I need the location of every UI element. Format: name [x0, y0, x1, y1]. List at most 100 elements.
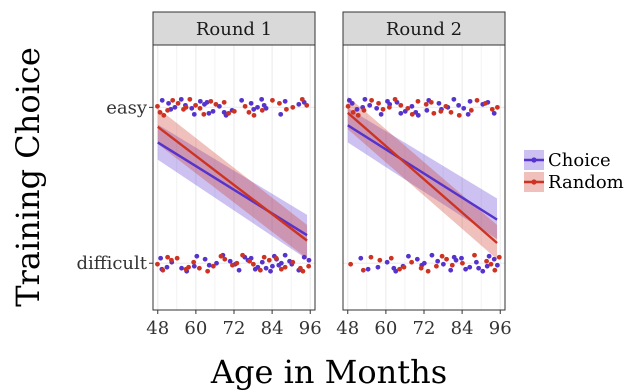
- data-point-choice: [210, 108, 216, 114]
- data-point-choice: [436, 100, 442, 106]
- y-axis: easy difficult: [77, 97, 153, 274]
- data-point-random: [350, 109, 356, 115]
- data-point-random: [282, 264, 288, 270]
- data-point-choice: [494, 262, 500, 268]
- fit-line-random: [157, 125, 308, 242]
- data-point-choice: [474, 259, 479, 265]
- data-point-choice: [263, 105, 269, 111]
- data-point-random: [423, 101, 429, 107]
- x-tick-label: 60: [184, 318, 207, 339]
- data-point-choice: [178, 96, 184, 102]
- data-point-random: [213, 101, 219, 107]
- data-point-choice: [440, 261, 446, 267]
- data-point-choice: [398, 110, 404, 116]
- data-point-choice: [179, 265, 184, 271]
- data-point-random: [230, 262, 235, 268]
- data-point-choice: [461, 105, 467, 111]
- data-point-choice: [306, 257, 312, 263]
- data-point-choice: [189, 105, 195, 111]
- data-point-choice: [374, 105, 380, 111]
- data-point-choice: [172, 104, 178, 110]
- y-tick-label: difficult: [77, 253, 148, 274]
- data-point-random: [183, 104, 189, 110]
- data-point-choice: [270, 263, 275, 269]
- data-point-random: [368, 254, 374, 260]
- data-point-choice: [354, 106, 360, 112]
- data-point-random: [261, 254, 267, 260]
- data-point-random: [205, 268, 211, 274]
- data-point-choice: [467, 264, 473, 270]
- data-point-random: [250, 261, 256, 267]
- x-tick-label: 72: [413, 318, 436, 339]
- data-point-choice: [421, 260, 427, 266]
- data-point-random: [388, 255, 394, 261]
- data-point-random: [438, 108, 444, 114]
- data-point-random: [428, 99, 434, 105]
- data-point-choice: [255, 104, 260, 110]
- data-point-choice: [263, 265, 269, 271]
- data-point-choice: [204, 99, 210, 105]
- data-point-random: [306, 263, 312, 269]
- data-point-random: [197, 105, 203, 111]
- confidence-band-choice: [157, 124, 308, 260]
- data-point-random: [348, 261, 354, 267]
- data-point-choice: [194, 253, 200, 259]
- legend-label-random: Random: [548, 172, 624, 193]
- data-point-choice: [282, 98, 288, 104]
- data-point-choice: [206, 110, 212, 116]
- data-point-random: [210, 263, 216, 269]
- data-point-random: [266, 257, 272, 263]
- data-point-random: [257, 267, 263, 273]
- data-point-random: [345, 103, 351, 109]
- data-point-choice: [467, 98, 473, 104]
- data-point-random: [398, 102, 404, 108]
- data-point-random: [242, 103, 248, 109]
- data-point-choice: [459, 255, 464, 261]
- data-point-random: [155, 261, 160, 267]
- data-point-random: [222, 256, 228, 262]
- data-point-random: [174, 255, 180, 261]
- data-point-choice: [216, 103, 222, 109]
- data-point-random: [361, 107, 367, 113]
- data-point-random: [484, 258, 489, 264]
- data-point-random: [443, 103, 449, 109]
- data-point-random: [355, 112, 361, 118]
- fit-line-choice: [347, 124, 498, 221]
- data-point-random: [277, 100, 282, 106]
- data-point-random: [369, 97, 374, 103]
- panels: Round 1 48 60 72 84 96 Round 2 48 60 72 84 96: [146, 11, 512, 339]
- data-point-choice: [191, 111, 197, 117]
- data-point-choice: [480, 268, 486, 274]
- data-point-random: [433, 263, 439, 269]
- data-point-random: [377, 257, 383, 263]
- data-point-choice: [451, 96, 457, 102]
- data-point-choice: [158, 255, 164, 261]
- data-point-choice: [435, 258, 441, 264]
- data-point-random: [409, 259, 415, 265]
- data-point-random: [218, 253, 224, 259]
- fit-line-random: [346, 111, 498, 244]
- data-point-random: [161, 112, 167, 118]
- data-point-random: [380, 106, 386, 112]
- data-point-random: [300, 268, 306, 274]
- legend-key-point-choice: [531, 157, 537, 163]
- data-point-choice: [239, 97, 245, 103]
- data-point-random: [246, 109, 252, 115]
- data-point-random: [488, 261, 494, 267]
- data-point-choice: [236, 267, 242, 273]
- x-tick-label: 48: [146, 318, 169, 339]
- data-point-choice: [166, 100, 171, 106]
- data-point-choice: [406, 253, 411, 259]
- data-point-random: [431, 110, 437, 116]
- data-point-choice: [429, 252, 435, 258]
- data-point-random: [489, 106, 495, 112]
- data-point-random: [456, 112, 462, 118]
- data-point-random: [221, 99, 227, 105]
- data-point-choice: [248, 100, 254, 106]
- data-point-random: [474, 97, 480, 103]
- data-point-random: [193, 102, 198, 108]
- data-point-random: [251, 112, 257, 118]
- data-point-choice: [346, 97, 352, 103]
- data-point-random: [448, 109, 454, 115]
- legend-label-choice: Choice: [548, 150, 611, 171]
